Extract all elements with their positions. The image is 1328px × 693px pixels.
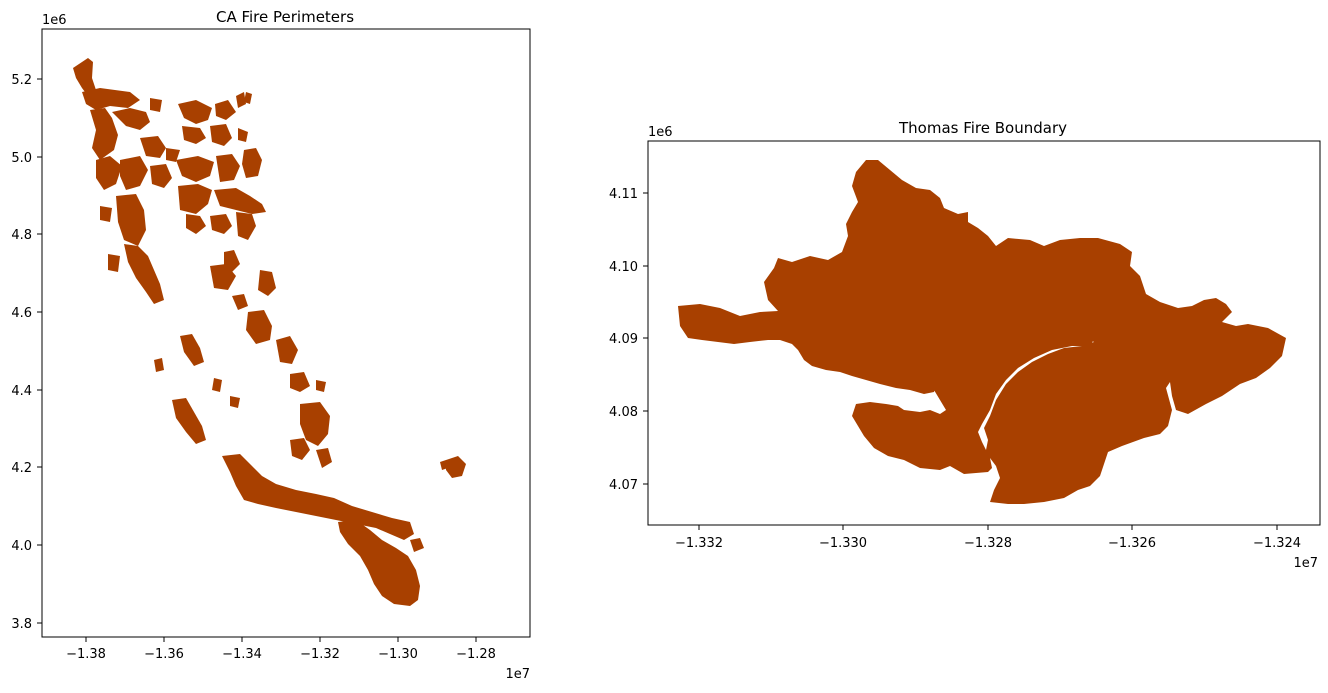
y-tick-label: 4.6 [11,306,32,321]
y-tick-label: 4.0 [11,539,32,554]
y-tick-label: 4.2 [11,461,32,476]
ca-fire-perimeters-chart: CA Fire Perimeters [11,8,531,682]
y-tick-label: 4.07 [609,478,638,493]
thomas-fire-polygon [678,160,1286,504]
y-axis: 3.8 4.0 4.2 4.4 4.6 4.8 5.0 5.2 1e6 [11,13,66,632]
x-offset-label: 1e7 [1293,556,1318,571]
y-tick-label: 4.08 [609,405,638,420]
y-offset-label: 1e6 [648,125,673,140]
x-tick-label: −1.34 [222,647,262,662]
y-tick-label: 4.11 [609,187,638,202]
y-tick-label: 5.2 [11,73,32,88]
y-tick-label: 4.4 [11,384,32,399]
y-tick-label: 5.0 [11,151,32,166]
y-tick-label: 4.8 [11,228,32,243]
x-tick-label: −1.326 [1108,536,1156,551]
x-offset-label: 1e7 [505,667,530,682]
x-tick-label: −1.28 [456,647,496,662]
plot-frame [647,140,1321,526]
x-axis: −1.38 −1.36 −1.34 −1.32 −1.30 −1.28 1e7 [66,637,530,682]
plot-frame [41,28,531,638]
x-tick-label: −1.332 [675,536,723,551]
x-axis: −1.332 −1.330 −1.328 −1.326 −1.324 1e7 [675,525,1318,571]
x-tick-label: −1.324 [1253,536,1301,551]
x-tick-label: −1.30 [378,647,418,662]
y-tick-label: 3.8 [11,617,32,632]
x-tick-label: −1.38 [66,647,106,662]
y-offset-label: 1e6 [42,13,67,28]
x-tick-label: −1.328 [964,536,1012,551]
chart-title: CA Fire Perimeters [216,8,354,26]
y-tick-label: 4.09 [609,332,638,347]
fire-perimeter-polygons [73,58,466,606]
y-axis: 4.07 4.08 4.09 4.10 4.11 1e6 [609,125,673,493]
x-tick-label: −1.36 [144,647,184,662]
x-tick-label: −1.32 [300,647,340,662]
y-tick-label: 4.10 [609,260,638,275]
chart-title: Thomas Fire Boundary [898,119,1067,137]
thomas-fire-boundary-chart: Thomas Fire Boundary 4.07 4.08 4.09 4.10… [609,119,1321,571]
x-tick-label: −1.330 [819,536,867,551]
